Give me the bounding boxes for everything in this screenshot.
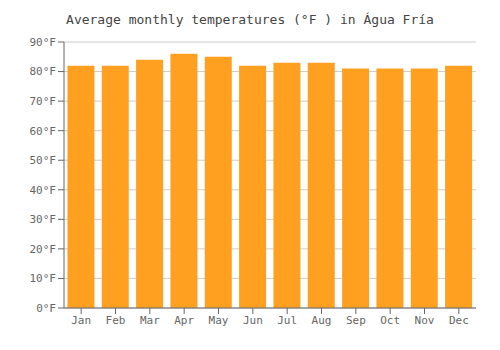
svg-text:Jan: Jan xyxy=(71,314,91,327)
svg-text:0°F: 0°F xyxy=(36,302,56,315)
svg-text:Apr: Apr xyxy=(174,314,194,327)
svg-text:10°F: 10°F xyxy=(30,272,57,285)
svg-text:Sep: Sep xyxy=(346,314,366,327)
svg-text:Aug: Aug xyxy=(312,314,332,327)
svg-text:90°F: 90°F xyxy=(30,36,57,49)
svg-text:Dec: Dec xyxy=(449,314,469,327)
svg-text:50°F: 50°F xyxy=(30,154,57,167)
svg-text:Jul: Jul xyxy=(277,314,297,327)
svg-text:May: May xyxy=(209,314,229,327)
svg-text:80°F: 80°F xyxy=(30,65,57,78)
svg-text:40°F: 40°F xyxy=(30,184,57,197)
svg-text:60°F: 60°F xyxy=(30,125,57,138)
svg-text:Oct: Oct xyxy=(380,314,400,327)
svg-text:Feb: Feb xyxy=(106,314,126,327)
svg-text:Nov: Nov xyxy=(415,314,435,327)
html-text:Average monthly temperatures (: Average monthly temperatures (°F ) in Ág… xyxy=(66,12,434,27)
svg-text:Jun: Jun xyxy=(243,314,263,327)
svg-text:Mar: Mar xyxy=(140,314,160,327)
svg-text:70°F: 70°F xyxy=(30,95,57,108)
svg-text:20°F: 20°F xyxy=(30,243,57,256)
svg-text:30°F: 30°F xyxy=(30,213,57,226)
